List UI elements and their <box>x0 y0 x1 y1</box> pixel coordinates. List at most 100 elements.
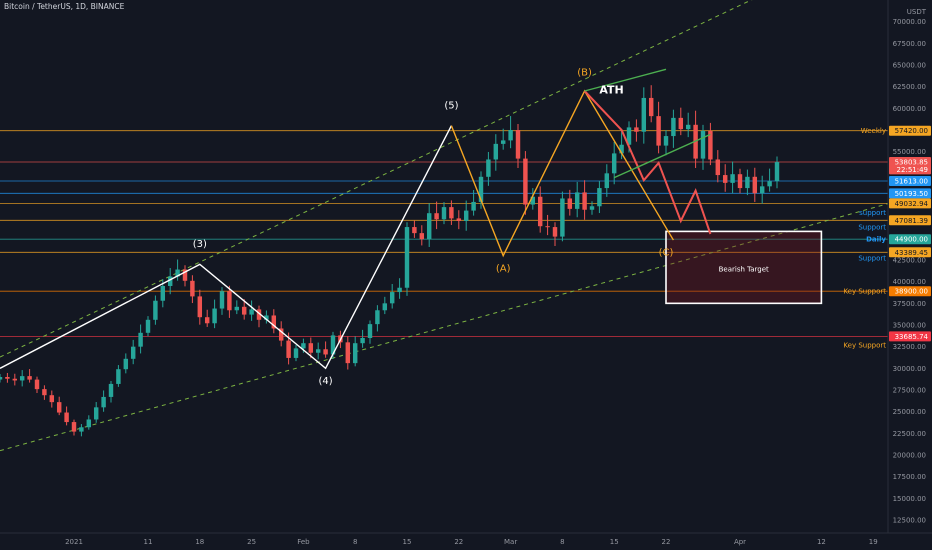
candle-down <box>271 315 277 329</box>
candle-up <box>530 196 536 205</box>
candle-up <box>375 310 380 325</box>
y-tick-label: 40000.00 <box>893 278 926 286</box>
candle-down <box>34 379 40 390</box>
time-axis[interactable]: 2021 11 18 25 Feb 8 15 22 Mar 8 15 22 Apr 12 19 <box>0 532 932 550</box>
candle-down <box>64 412 69 423</box>
level-text-label: Key Support <box>843 341 886 349</box>
candle-down <box>678 117 684 130</box>
candle-down <box>648 97 654 117</box>
y-tick-label: 42500.00 <box>893 257 926 265</box>
x-tick-label: 25 <box>247 538 256 546</box>
price-tag-text: 53803.85 <box>895 159 928 167</box>
price-tag <box>889 198 931 209</box>
candle-up <box>301 343 306 349</box>
wave-label-w3: (3) <box>193 239 207 250</box>
y-tick-label: 27500.00 <box>893 387 926 395</box>
candle-up <box>352 343 358 364</box>
candle-up <box>759 186 765 194</box>
price-tag <box>889 286 931 297</box>
candle-down <box>308 343 314 353</box>
x-tick-label: 12 <box>817 538 826 546</box>
candle-up <box>93 407 99 420</box>
x-tick-label: Apr <box>734 538 746 546</box>
price-tag-text: 47081.39 <box>895 217 928 225</box>
price-tag <box>889 176 931 187</box>
candle-down <box>71 422 77 432</box>
wave-label-w5: (5) <box>444 100 458 111</box>
candle-up <box>389 292 395 304</box>
candle-down <box>722 175 728 183</box>
y-tick-label: 25000.00 <box>893 408 926 416</box>
bearish-target-box-group: Bearish Target <box>665 230 823 305</box>
candle-up <box>79 427 84 432</box>
candle-up <box>315 349 321 353</box>
impulse-wave-line <box>0 125 453 370</box>
axis-unit: USDT <box>907 8 927 16</box>
candle-down <box>182 269 188 281</box>
candle-down <box>752 176 758 194</box>
price-tag <box>889 331 931 342</box>
price-tag-text: 38900.00 <box>895 288 928 296</box>
ath-label: ATH <box>599 84 623 97</box>
candle-up <box>626 127 632 145</box>
candle-up <box>619 144 624 154</box>
candle-up <box>175 269 180 277</box>
candle-down <box>634 127 639 132</box>
x-tick-label: 2021 <box>65 538 83 546</box>
candle-down <box>286 340 291 358</box>
candle-up <box>212 308 217 324</box>
candle-up <box>101 396 106 408</box>
candle-down <box>197 296 203 318</box>
candle-down <box>412 227 417 234</box>
price-tag <box>889 234 931 245</box>
candle-down <box>737 174 743 189</box>
y-tick-label: 35000.00 <box>893 322 926 330</box>
y-tick-label: 70000.00 <box>893 18 926 26</box>
y-tick-label: 62500.00 <box>893 83 926 91</box>
level-text-label: Key Support <box>843 288 886 296</box>
candle-up <box>108 383 114 397</box>
bearish-target-box <box>665 230 823 305</box>
x-tick-label: 15 <box>403 538 412 546</box>
candle-up <box>604 173 610 189</box>
x-tick-label: 22 <box>454 538 463 546</box>
price-tag-text: 51613.00 <box>895 178 928 186</box>
wave-label-wc: (C) <box>659 248 674 259</box>
price-axis[interactable]: USDT 70000.00 67500.00 65000.00 62500.00 6000… <box>887 0 932 550</box>
price-tag <box>889 215 931 226</box>
candle-down <box>278 328 284 341</box>
bearish-projection-line <box>583 90 712 235</box>
level-text-label: Support <box>858 254 886 262</box>
candle-up <box>685 124 691 130</box>
y-tick-label: 30000.00 <box>893 365 926 373</box>
wave-labels: (3) (4) (5) (A) (B) (C) ATH <box>193 67 674 387</box>
y-tick-label: 65000.00 <box>893 62 926 70</box>
candle-up <box>700 130 706 159</box>
price-tag-text: 44900.00 <box>895 236 928 244</box>
price-tag-text: 43389.45 <box>895 249 928 257</box>
candle-up <box>0 377 3 380</box>
price-tag-text: 50193.50 <box>895 190 928 198</box>
candle-up <box>774 162 780 182</box>
x-tick-label: 18 <box>195 538 204 546</box>
y-tick-label: 67500.00 <box>893 40 926 48</box>
candle-up <box>397 287 402 293</box>
candle-up <box>86 419 92 428</box>
candle-down <box>227 291 232 311</box>
candle-down <box>345 342 351 364</box>
bullish-projection-arrow <box>613 133 711 179</box>
candle-up <box>671 117 676 137</box>
y-tick-label: 60000.00 <box>893 105 926 113</box>
x-tick-label: Feb <box>297 538 310 546</box>
candle-down <box>42 389 47 396</box>
candle-up <box>493 143 499 160</box>
candle-up <box>441 207 447 220</box>
candle-up <box>560 198 565 237</box>
x-tick-label: 8 <box>353 538 357 546</box>
candle-down <box>582 192 587 210</box>
candle-up <box>293 348 299 358</box>
level-text-label: Daily <box>866 236 886 244</box>
candle-up <box>641 97 647 132</box>
candle-up <box>360 338 365 344</box>
